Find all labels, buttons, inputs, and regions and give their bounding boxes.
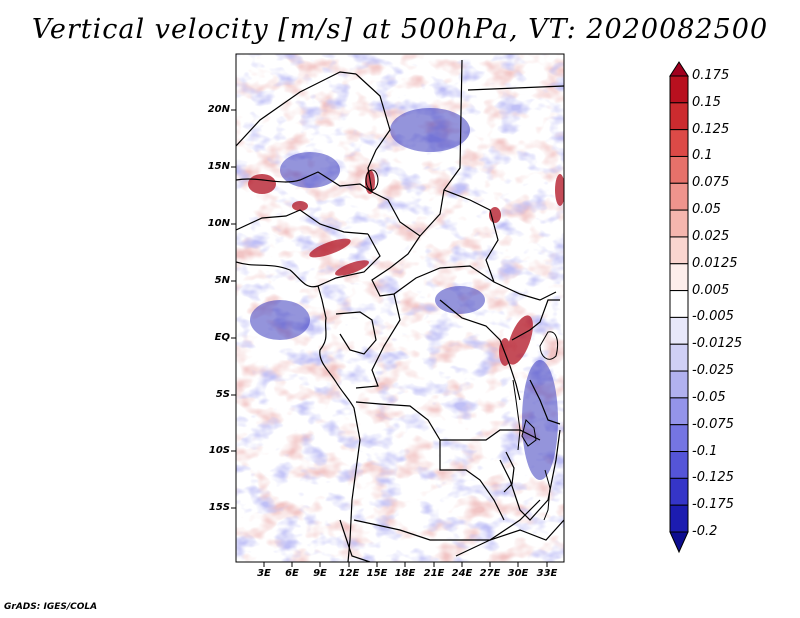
colorbar-label: 0.005 bbox=[692, 282, 730, 298]
lon-label: 6E bbox=[285, 568, 299, 579]
lat-label: 20N bbox=[207, 104, 230, 115]
lon-label: 18E bbox=[394, 568, 416, 579]
colorbar-box bbox=[669, 397, 689, 426]
map-frame bbox=[235, 53, 565, 563]
lat-label: 10S bbox=[208, 445, 230, 456]
colorbar-label: -0.1 bbox=[692, 443, 718, 459]
downdraft-patches bbox=[250, 108, 558, 480]
colorbar-label: 0.05 bbox=[692, 202, 721, 218]
lon-label: 9E bbox=[313, 568, 327, 579]
colorbar-box bbox=[669, 263, 689, 292]
colorbar-box bbox=[669, 155, 689, 184]
lat-label: 15N bbox=[207, 161, 230, 172]
colorbar-label: 0.075 bbox=[692, 175, 730, 191]
colorbar bbox=[669, 61, 689, 554]
lon-label: 24E bbox=[451, 568, 473, 579]
lon-label: 21E bbox=[423, 568, 445, 579]
colorbar-box bbox=[669, 504, 689, 533]
colorbar-label: 0.125 bbox=[692, 121, 730, 137]
colorbar-label: 0.025 bbox=[692, 228, 730, 244]
lon-label: 15E bbox=[366, 568, 388, 579]
colorbar-box bbox=[669, 343, 689, 372]
colorbar-bottom-triangle bbox=[669, 531, 689, 554]
lon-label: 3E bbox=[257, 568, 271, 579]
lon-label: 30E bbox=[507, 568, 529, 579]
colorbar-box bbox=[669, 451, 689, 479]
lat-label: 5N bbox=[214, 275, 230, 286]
colorbar-label: 0.15 bbox=[692, 94, 721, 110]
colorbar-box bbox=[669, 370, 689, 399]
tick-marks bbox=[231, 109, 548, 567]
colorbar-top-triangle bbox=[669, 61, 689, 77]
colorbar-label: -0.175 bbox=[692, 497, 734, 513]
colorbar-label: 0.1 bbox=[692, 148, 713, 164]
colorbar-box bbox=[669, 477, 689, 506]
lat-label: 15S bbox=[208, 502, 230, 513]
colorbar-label: -0.0125 bbox=[692, 336, 743, 352]
colorbar-label: -0.005 bbox=[692, 309, 734, 325]
colorbar-box bbox=[669, 182, 689, 211]
lat-label: EQ bbox=[214, 332, 230, 343]
lat-label: 5S bbox=[215, 389, 230, 400]
grads-credit: GrADS: IGES/COLA bbox=[4, 602, 98, 612]
borders bbox=[236, 59, 564, 562]
colorbar-box bbox=[669, 316, 689, 345]
colorbar-box bbox=[669, 424, 689, 453]
colorbar-box bbox=[669, 75, 689, 104]
velocity-field bbox=[236, 54, 564, 562]
colorbar-label: 0.175 bbox=[692, 68, 730, 83]
colorbar-label: 0.0125 bbox=[692, 255, 738, 271]
colorbar-box bbox=[669, 236, 689, 265]
lon-label: 33E bbox=[536, 568, 558, 579]
colorbar-label: -0.05 bbox=[692, 389, 726, 405]
chart-title: Vertical velocity [m/s] at 500hPa, VT: 2… bbox=[31, 14, 769, 45]
lakes bbox=[365, 169, 559, 521]
colorbar-box bbox=[669, 129, 689, 157]
colorbar-box bbox=[669, 290, 689, 318]
colorbar-label: -0.125 bbox=[692, 470, 734, 486]
lon-label: 12E bbox=[338, 568, 360, 579]
colorbar-label: -0.2 bbox=[692, 524, 718, 539]
colorbar-label: -0.075 bbox=[692, 416, 734, 432]
colorbar-box bbox=[669, 102, 689, 131]
lon-label: 27E bbox=[479, 568, 501, 579]
lat-label: 10N bbox=[207, 218, 230, 229]
colorbar-box bbox=[669, 209, 689, 238]
colorbar-label: -0.025 bbox=[692, 363, 734, 379]
